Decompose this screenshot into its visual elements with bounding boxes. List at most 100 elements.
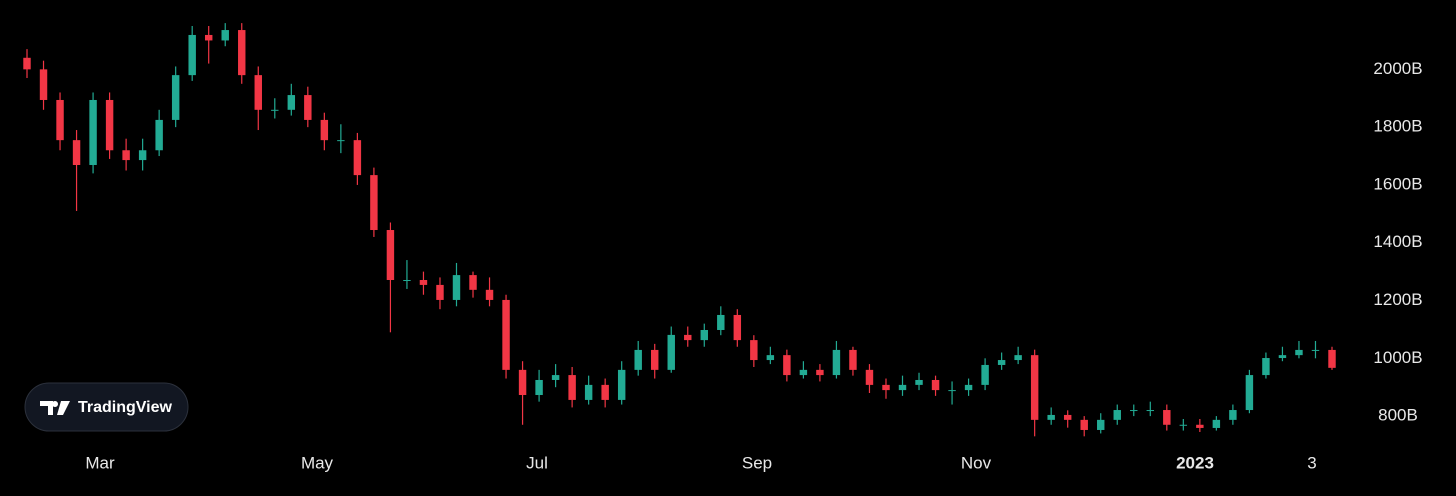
candle-body — [1063, 414, 1072, 420]
candle-body — [23, 57, 31, 70]
candle-body — [353, 140, 362, 176]
candle-body — [1097, 419, 1105, 430]
candle — [469, 271, 477, 298]
y-tick-label: 1600B — [1373, 174, 1422, 193]
candle-body — [72, 140, 81, 165]
candle-body — [1278, 355, 1287, 359]
candle — [1030, 349, 1039, 437]
candle — [634, 340, 642, 376]
candle — [799, 361, 808, 379]
watermark-badge[interactable]: TradingView — [24, 382, 189, 432]
badge-bg — [24, 382, 189, 432]
candle-body — [1146, 410, 1155, 412]
candle-body — [1229, 410, 1237, 420]
candle — [122, 138, 130, 171]
candle — [1097, 413, 1105, 434]
candle — [1146, 401, 1155, 417]
candle-body — [700, 329, 708, 341]
candle-body — [1179, 424, 1188, 426]
candle — [766, 346, 775, 365]
candle — [948, 381, 956, 405]
candle-body — [56, 99, 64, 141]
candle — [1014, 346, 1022, 365]
y-tick-label: 1400B — [1373, 232, 1422, 251]
candle — [403, 260, 411, 289]
candle-body — [783, 355, 791, 376]
candle — [816, 364, 824, 382]
candle-body — [1311, 349, 1320, 351]
candle — [204, 26, 213, 64]
candle-body — [502, 299, 510, 370]
candle — [452, 262, 461, 307]
candle — [155, 109, 163, 157]
candle-body — [981, 364, 989, 385]
candle-body — [1245, 375, 1254, 411]
candle — [1130, 404, 1138, 417]
candle-body — [1212, 419, 1221, 428]
candle — [518, 361, 527, 425]
candle — [1196, 418, 1204, 432]
candle-body — [386, 230, 395, 281]
candle-body — [799, 369, 808, 376]
candle-body — [651, 349, 659, 370]
candle — [601, 378, 609, 408]
candle — [915, 372, 923, 391]
candle — [238, 23, 246, 84]
candle-body — [667, 334, 675, 370]
candle — [254, 66, 262, 131]
candle — [1113, 404, 1121, 425]
candle — [89, 92, 97, 174]
candle — [138, 138, 147, 171]
candle — [1063, 410, 1072, 428]
x-tick-label: May — [301, 453, 334, 472]
candle-body — [584, 384, 593, 400]
candle — [1278, 346, 1287, 362]
x-tick-label: 3 — [1307, 453, 1316, 472]
candle-body — [717, 314, 725, 330]
candle — [535, 369, 543, 402]
candle — [370, 167, 378, 237]
candle-body — [238, 30, 246, 76]
candle — [1179, 418, 1188, 431]
candle-body — [155, 119, 163, 151]
candle-body — [997, 360, 1006, 365]
candle — [188, 26, 196, 81]
candle — [1328, 346, 1336, 370]
candle — [1229, 404, 1237, 425]
candle-body — [1014, 355, 1022, 361]
candle — [419, 271, 428, 295]
candle — [750, 335, 758, 367]
candle-body — [1130, 410, 1138, 412]
candle — [72, 130, 81, 211]
candle — [1080, 416, 1088, 437]
candle — [733, 309, 742, 347]
candle-body — [436, 284, 444, 300]
candle-body — [204, 34, 213, 41]
candle-body — [171, 75, 180, 120]
candle-body — [1163, 410, 1171, 425]
candle-body — [221, 30, 229, 41]
candle — [1295, 340, 1303, 359]
candle — [651, 343, 659, 379]
candle — [898, 375, 907, 396]
candle-body — [1113, 410, 1121, 420]
candle — [39, 60, 48, 110]
candle-body — [1295, 349, 1303, 356]
candle — [551, 364, 560, 388]
candle-body — [750, 340, 758, 361]
y-tick-label: 1000B — [1373, 348, 1422, 367]
candle — [436, 277, 444, 310]
candle-body — [122, 150, 130, 161]
candle-body — [964, 384, 973, 391]
candle — [783, 349, 791, 382]
candle-body — [518, 369, 527, 396]
candle — [617, 361, 626, 405]
candle — [865, 364, 874, 393]
candle — [997, 352, 1006, 370]
candle-body — [452, 275, 461, 300]
candle-body — [419, 280, 428, 285]
candle-body — [617, 369, 626, 400]
candle-body — [948, 390, 956, 392]
